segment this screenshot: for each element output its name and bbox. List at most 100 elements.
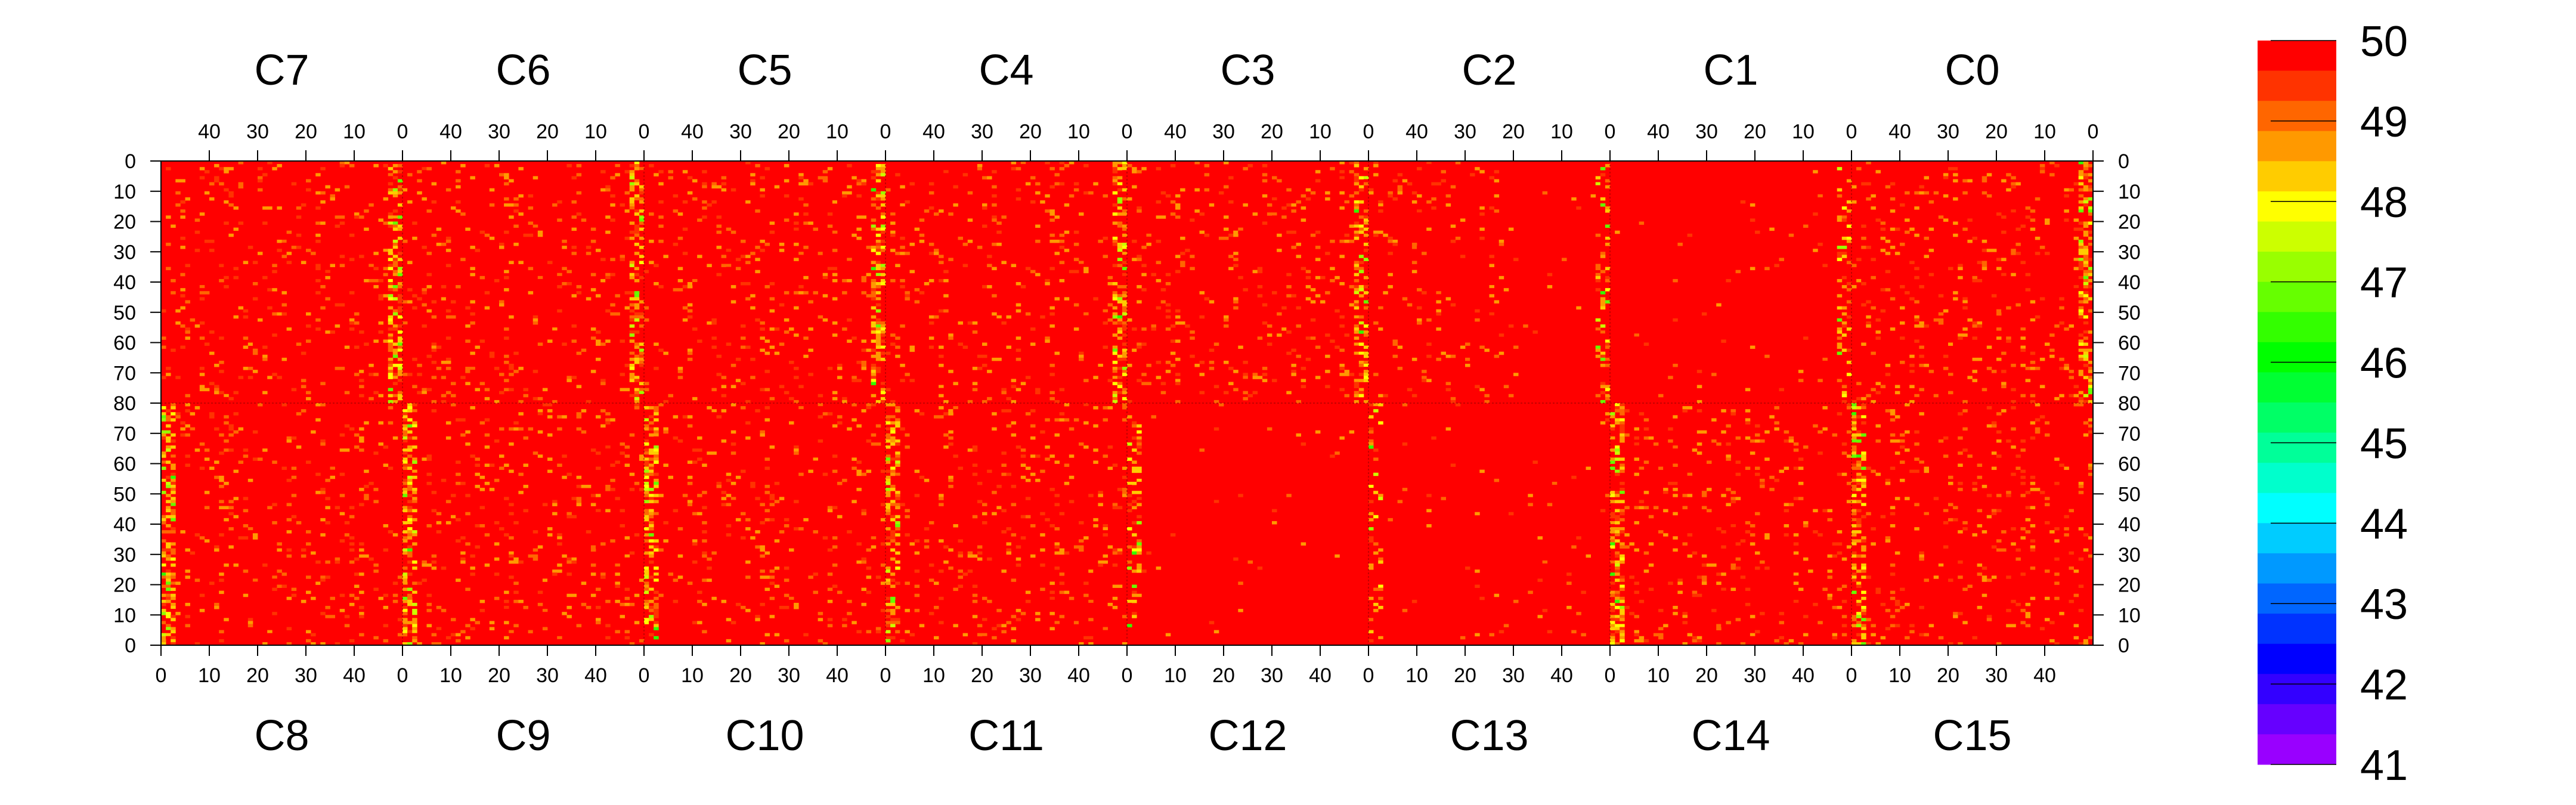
heatmap-cell — [286, 239, 292, 243]
heatmap-cell — [504, 173, 509, 177]
heatmap-cell — [600, 203, 606, 207]
heatmap-cell — [349, 318, 355, 322]
heatmap-cell — [2030, 209, 2036, 213]
heatmap-cell — [2083, 364, 2089, 367]
heatmap-cell — [875, 164, 881, 168]
heatmap-cell — [1127, 400, 1132, 404]
heatmap-cell — [1354, 264, 1360, 268]
heatmap-cell — [576, 481, 582, 485]
heatmap-cell — [557, 563, 562, 567]
heatmap-cell — [1272, 291, 1277, 295]
heatmap-cell — [639, 599, 645, 603]
heatmap-cell — [1117, 246, 1123, 249]
heatmap-cell — [769, 309, 775, 313]
heatmap-cell — [1175, 309, 1181, 313]
heatmap-cell — [871, 285, 877, 289]
heatmap-cell — [943, 270, 949, 274]
heatmap-cell — [682, 494, 688, 497]
heatmap-cell — [639, 200, 645, 204]
heatmap-cell — [1411, 215, 1417, 219]
heatmap-cell — [1354, 224, 1360, 228]
heatmap-cell — [1383, 391, 1388, 395]
heatmap-cell — [344, 391, 350, 395]
heatmap-cell — [171, 472, 176, 476]
heatmap-cell — [682, 306, 688, 310]
heatmap-cell — [721, 176, 727, 179]
heatmap-cell — [764, 388, 770, 392]
heatmap-cell — [1354, 400, 1360, 404]
heatmap-cell — [615, 164, 620, 168]
heatmap-cell — [417, 373, 422, 376]
heatmap-cell — [1315, 345, 1321, 349]
heatmap-cell — [1165, 200, 1171, 204]
heatmap-cell — [171, 606, 176, 609]
heatmap-cell — [905, 291, 910, 295]
heatmap-cell — [402, 521, 408, 525]
heatmap-cell — [1890, 227, 1896, 231]
heatmap-cell — [1933, 300, 1939, 304]
heatmap-cell — [161, 633, 166, 637]
heatmap-cell — [1943, 209, 1949, 213]
heatmap-cell — [161, 430, 166, 434]
heatmap-cell — [624, 602, 630, 606]
heatmap-cell — [1117, 297, 1123, 301]
heatmap-cell — [639, 243, 645, 246]
heatmap-cell — [1180, 252, 1185, 255]
heatmap-cell — [818, 252, 823, 255]
heatmap-cell — [475, 275, 480, 280]
heatmap-cell — [470, 566, 475, 570]
heatmap-cell — [1069, 285, 1075, 289]
heatmap-cell — [1958, 324, 1963, 328]
heatmap-cell — [224, 394, 229, 398]
heatmap-cell — [426, 481, 432, 485]
heatmap-cell — [1354, 336, 1360, 340]
heatmap-cell — [1417, 318, 1422, 322]
heatmap-cell — [504, 270, 509, 274]
heatmap-cell — [1344, 239, 1349, 243]
heatmap-cell — [654, 412, 659, 416]
heatmap-cell — [1837, 278, 1843, 283]
heatmap-cell — [856, 236, 862, 240]
heatmap-cell — [262, 275, 268, 280]
heatmap-cell — [760, 430, 765, 434]
heatmap-cell — [523, 249, 528, 252]
heatmap-cell — [397, 224, 403, 228]
heatmap-cell — [1122, 388, 1128, 392]
heatmap-cell — [644, 270, 649, 274]
heatmap-cell — [383, 560, 389, 564]
heatmap-cell — [180, 427, 185, 431]
heatmap-cell — [557, 569, 562, 573]
heatmap-cell — [1354, 360, 1360, 364]
heatmap-cell — [456, 481, 461, 485]
heatmap-cell — [1871, 206, 1876, 210]
heatmap-cell — [711, 200, 717, 204]
heatmap-cell — [301, 385, 306, 389]
heatmap-cell — [1498, 333, 1504, 337]
heatmap-cell — [1489, 288, 1494, 292]
heatmap-cell — [2083, 197, 2089, 201]
heatmap-cell — [1339, 255, 1345, 258]
heatmap-cell — [1861, 282, 1866, 286]
heatmap-cell — [880, 273, 886, 277]
heatmap-cell — [194, 218, 200, 222]
heatmap-cell — [1262, 194, 1268, 198]
heatmap-cell — [180, 215, 185, 219]
heatmap-cell — [1363, 173, 1369, 177]
heatmap-cell — [2069, 218, 2074, 222]
heatmap-cell — [779, 621, 785, 624]
heatmap-cell — [677, 621, 683, 624]
heatmap-cell — [1117, 185, 1123, 189]
heatmap-cell — [649, 618, 654, 621]
heatmap-cell — [644, 463, 649, 467]
heatmap-cell — [1769, 227, 1775, 231]
heatmap-cell — [707, 406, 712, 410]
heatmap-cell — [1064, 230, 1070, 234]
heatmap-cell — [1103, 300, 1108, 304]
heatmap-cell — [1132, 327, 1137, 331]
heatmap-cell — [784, 524, 789, 528]
heatmap-cell — [252, 642, 258, 646]
heatmap-cell — [644, 475, 649, 479]
heatmap-cell — [388, 336, 394, 340]
heatmap-cell — [644, 382, 649, 385]
heatmap-cell — [397, 309, 403, 313]
